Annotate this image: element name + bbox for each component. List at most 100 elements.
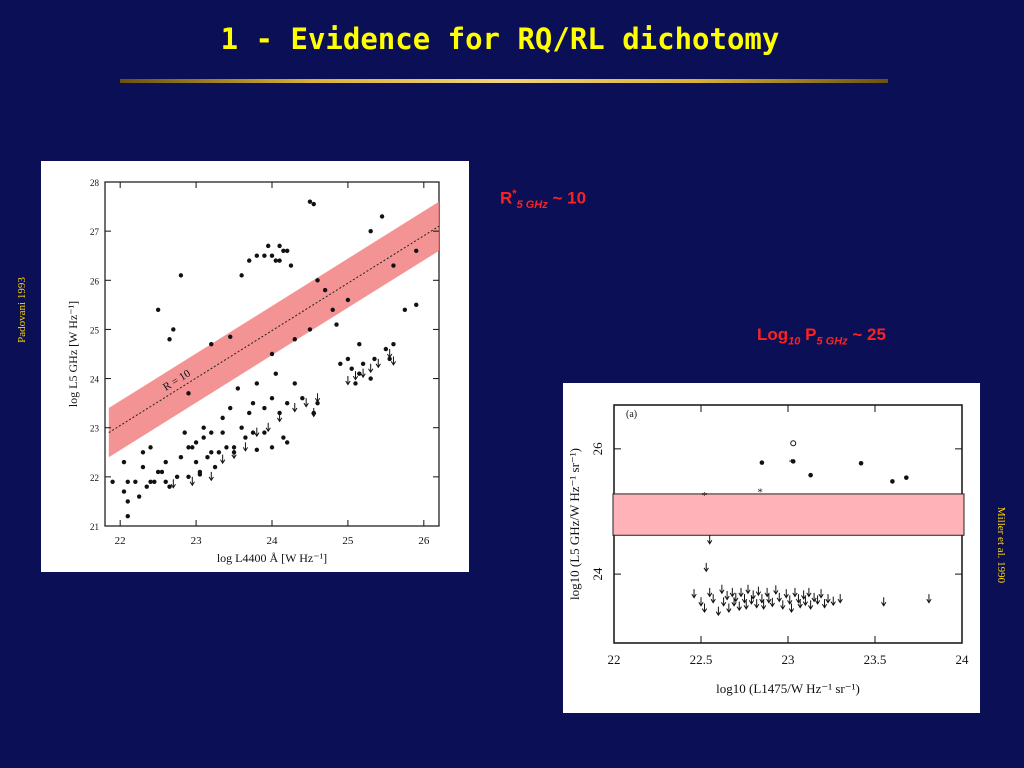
upper-limit-arrow [743,600,749,610]
data-point [790,459,796,464]
data-point [125,499,130,504]
data-point [209,341,214,347]
upper-limit-arrow [345,376,351,386]
data-point [311,201,316,207]
data-point [315,400,320,406]
y-tick-label: 26 [590,442,605,456]
x-tick-label: 24 [267,535,279,547]
miller-scatter-chart: (a) 22 22.5 23 23.5 24 24 26 * * * log10 (L1475/W H… [567,404,969,696]
upper-limit-arrow [715,606,722,617]
annotation-r-sup: * [512,188,517,200]
slide-title: 1 - Evidence for RQ/RL dichotomy [220,22,780,56]
data-point [353,381,358,386]
upper-limit-arrow [814,595,821,605]
data-point [201,435,206,440]
data-point [266,243,271,249]
upper-limit-arrow [254,427,260,438]
data-point [171,327,176,332]
data-point [414,302,419,308]
data-point [368,376,373,381]
data-point [193,459,199,465]
data-point [387,356,392,362]
data-point [133,479,138,484]
data-point [220,415,225,421]
upper-limit-arrow [738,587,744,598]
data-point [140,464,146,470]
upper-limit-arrow [792,587,798,598]
x-tick-label: 22 [115,535,126,547]
data-point [334,322,339,327]
data-point [292,381,297,386]
data-point [357,371,362,376]
title-divider [120,79,888,83]
upper-limit-arrow [780,600,786,610]
upper-limit-arrow [741,594,748,604]
luminosity-band [612,493,965,536]
data-point [277,258,282,263]
star-point: * [757,486,763,498]
y-tick-label: 24 [90,375,100,385]
upper-limit-arrow [208,471,214,482]
data-point [292,337,297,342]
data-point [220,430,225,435]
data-point [254,447,260,453]
upper-limit-arrow [769,597,775,608]
upper-limit-arrow [811,592,817,603]
upper-limit-arrow [750,590,756,600]
data-point [269,351,275,357]
annotation-p-mid: P [800,325,817,344]
data-point [125,479,130,484]
data-point [148,479,153,484]
data-point [391,263,396,268]
r10-band [108,201,439,458]
data-point [349,366,354,371]
upper-limit-arrow [390,356,397,366]
upper-limit-arrow [720,597,727,607]
upper-limit-arrow [773,585,779,595]
annotation-p-sub2: 5 GHz [816,335,848,348]
data-point [209,430,214,435]
upper-limit-arrow [807,600,814,610]
x-tick-label: 22 [608,652,621,667]
data-point [250,400,256,406]
upper-limit-arrow [733,592,739,603]
data-point [391,341,396,347]
data-point [372,356,377,362]
credit-padovani: Padovani 1993 [16,277,28,343]
data-point [269,445,275,450]
credit-miller: Miller et al. 1990 [995,506,1007,584]
annotation-r-base: R [500,188,513,208]
data-point [239,273,244,278]
data-point [186,474,191,480]
upper-limit-arrow [314,393,321,403]
upper-limit-arrow [724,591,730,601]
upper-limit-arrow [231,449,237,460]
data-point [315,278,320,283]
data-point [281,248,286,253]
data-point [284,248,290,253]
annotation-r-rest: ~ 10 [547,188,587,208]
data-point [262,253,267,258]
upper-limit-arrow [311,407,317,418]
data-point [231,445,237,450]
upper-limit-arrow [701,603,708,613]
data-point [288,263,294,268]
data-point [209,450,214,455]
data-point [759,460,765,465]
data-point [201,425,206,430]
radio-loudness-annotation: R*5 GHz ~ 10 [500,188,586,211]
upper-limit-arrow [787,595,793,605]
x-tick-label: 26 [418,535,430,547]
data-point [178,455,184,460]
upper-limit-arrow [276,412,283,423]
x-tick-label: 23.5 [864,652,887,667]
upper-limit-arrow [242,442,249,452]
data-point [197,472,203,477]
data-point [140,450,146,455]
data-point [155,469,161,475]
data-point [224,445,229,450]
annotation-p-sub1: 10 [788,335,801,348]
data-point [858,460,864,466]
y-axis-label: log L5 GHz [W Hz⁻¹] [66,301,80,407]
data-point [284,400,290,406]
